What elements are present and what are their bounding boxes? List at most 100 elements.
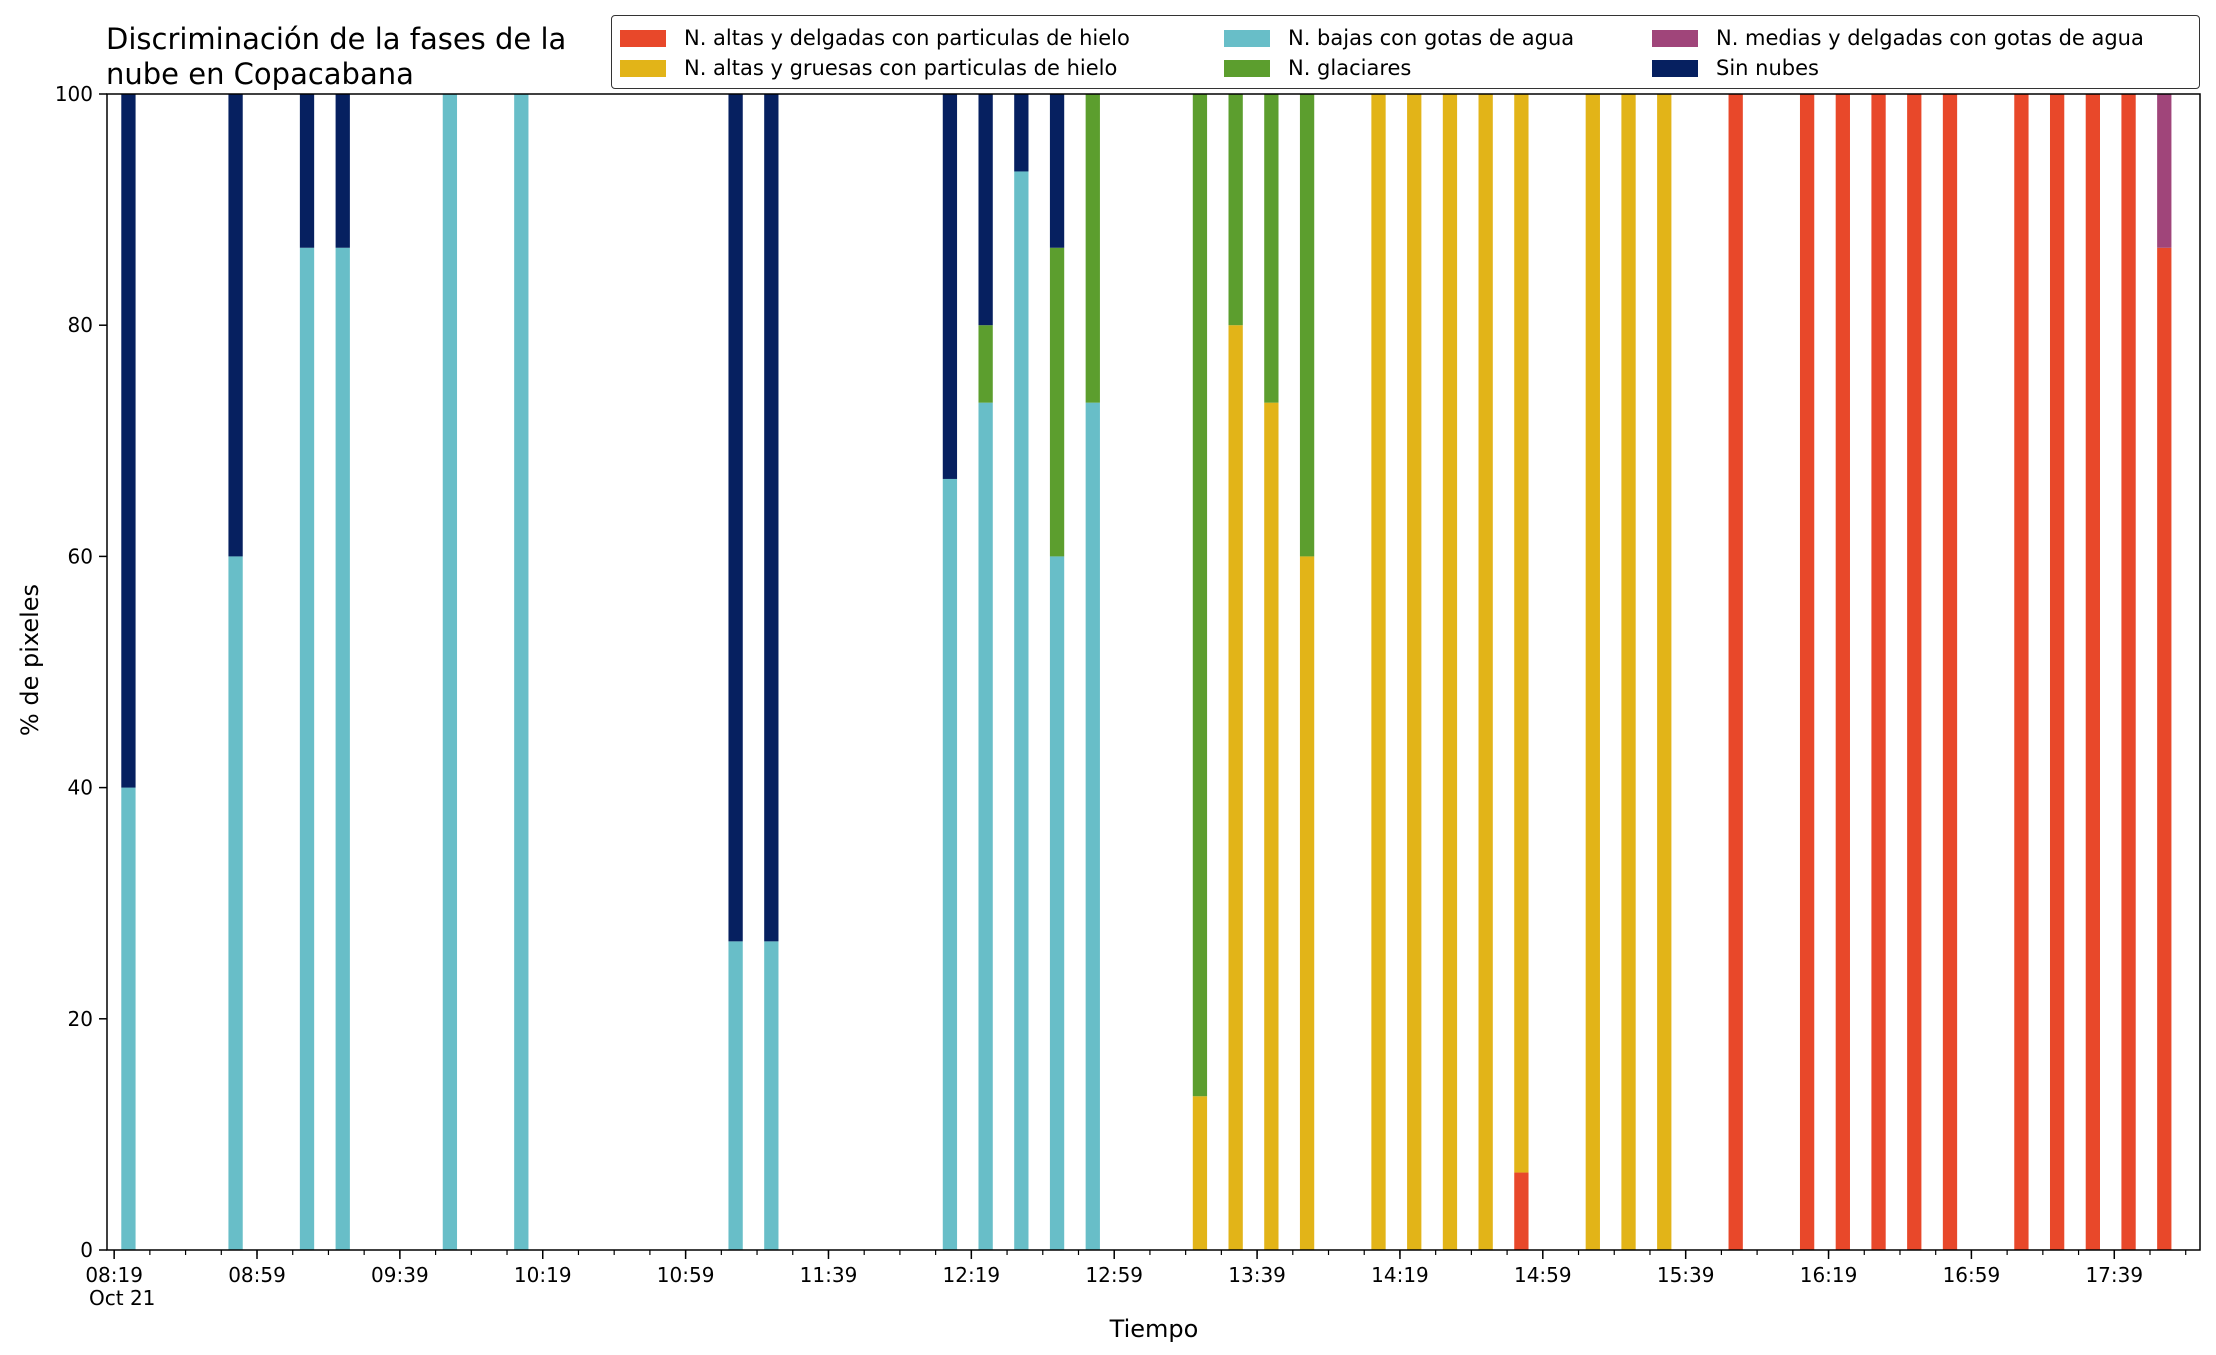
legend-label: N. altas y gruesas con particulas de hie… bbox=[684, 56, 1118, 80]
legend-label: Sin nubes bbox=[1716, 56, 1819, 80]
x-tick-label: 11:39 bbox=[800, 1263, 858, 1287]
bar-n-bajas-con-gotas-de-agua-1243 bbox=[1049, 556, 1065, 1250]
bar-n-altas-y-delgadas-con-particulas-de-hielo-1653 bbox=[1942, 94, 1958, 1250]
bar-n-bajas-con-gotas-de-agua-1113 bbox=[728, 941, 743, 1250]
bar-n-bajas-con-gotas-de-agua-1013 bbox=[514, 94, 529, 1250]
x-tick-label: 10:59 bbox=[657, 1263, 715, 1287]
bar-n-altas-y-gruesas-con-particulas-de-hielo-1513 bbox=[1585, 94, 1600, 1250]
legend-swatch bbox=[620, 59, 666, 77]
legend-item-n-bajas-con-gotas-de-agua: N. bajas con gotas de agua bbox=[1224, 23, 1574, 53]
legend-label: N. glaciares bbox=[1288, 56, 1412, 80]
legend-label: N. medias y delgadas con gotas de agua bbox=[1716, 26, 2144, 50]
bar-n-altas-y-delgadas-con-particulas-de-hielo-1553 bbox=[1728, 94, 1743, 1250]
x-tick-label: 08:19 bbox=[85, 1263, 143, 1287]
bar-n-bajas-con-gotas-de-agua-1123 bbox=[764, 941, 779, 1250]
bar-sin-nubes-0823 bbox=[121, 94, 136, 788]
bar-n-glaciares-1223 bbox=[978, 325, 993, 403]
y-tick-label: 100 bbox=[55, 82, 93, 106]
x-tick-label: 08:59 bbox=[228, 1263, 286, 1287]
y-tick-label: 40 bbox=[68, 776, 93, 800]
x-tick-label: 09:39 bbox=[371, 1263, 429, 1287]
bar-n-glaciares-1323 bbox=[1192, 94, 1208, 1097]
bar-sin-nubes-0853 bbox=[228, 94, 243, 557]
bar-n-altas-y-delgadas-con-particulas-de-hielo-1643 bbox=[1907, 94, 1922, 1250]
x-tick-label: 12:19 bbox=[943, 1263, 1001, 1287]
bar-n-glaciares-1343 bbox=[1264, 94, 1279, 403]
x-tick-label: 14:19 bbox=[1371, 1263, 1429, 1287]
bar-n-medias-y-delgadas-con-gotas-de-agua-1753 bbox=[2157, 94, 2172, 248]
bar-sin-nubes-1243 bbox=[1049, 94, 1065, 248]
x-axis-date-label: Oct 21 bbox=[89, 1286, 156, 1310]
legend-item-n-medias-y-delgadas-con-gotas-de-agua: N. medias y delgadas con gotas de agua bbox=[1652, 23, 2144, 53]
legend-swatch bbox=[1224, 59, 1270, 77]
bar-n-altas-y-delgadas-con-particulas-de-hielo-1633 bbox=[1871, 94, 1886, 1250]
y-tick-label: 20 bbox=[68, 1007, 93, 1031]
bar-n-altas-y-gruesas-con-particulas-de-hielo-1433 bbox=[1442, 94, 1458, 1250]
bar-n-altas-y-gruesas-con-particulas-de-hielo-1423 bbox=[1407, 94, 1422, 1250]
x-tick-label: 16:19 bbox=[1800, 1263, 1858, 1287]
bar-n-altas-y-delgadas-con-particulas-de-hielo-1753 bbox=[2157, 247, 2172, 1250]
legend-item-n-altas-y-delgadas-con-particulas-de-hielo: N. altas y delgadas con particulas de hi… bbox=[620, 23, 1130, 53]
bar-n-bajas-con-gotas-de-agua-0923 bbox=[335, 247, 350, 1250]
x-tick-label: 17:39 bbox=[2085, 1263, 2143, 1287]
bar-sin-nubes-0923 bbox=[335, 94, 350, 248]
y-tick-label: 60 bbox=[68, 544, 93, 568]
bar-n-altas-y-gruesas-con-particulas-de-hielo-1443 bbox=[1478, 94, 1493, 1250]
axes-frame bbox=[106, 93, 2201, 1251]
legend-item-sin-nubes: Sin nubes bbox=[1652, 53, 1819, 83]
bar-n-glaciares-1243 bbox=[1049, 247, 1065, 557]
bar-n-altas-y-delgadas-con-particulas-de-hielo-1613 bbox=[1799, 94, 1815, 1250]
bar-sin-nubes-1223 bbox=[978, 94, 993, 326]
bar-n-bajas-con-gotas-de-agua-1213 bbox=[942, 478, 958, 1250]
y-tick-label: 0 bbox=[80, 1238, 93, 1262]
bar-sin-nubes-0913 bbox=[299, 94, 315, 248]
bar-n-bajas-con-gotas-de-agua-1253 bbox=[1085, 402, 1100, 1250]
x-tick-label: 12:59 bbox=[1085, 1263, 1143, 1287]
bar-n-bajas-con-gotas-de-agua-0913 bbox=[299, 247, 315, 1250]
chart-title: Discriminación de la fases de la nube en… bbox=[106, 22, 567, 91]
x-tick-label: 14:59 bbox=[1514, 1263, 1572, 1287]
x-tick-label: 10:19 bbox=[514, 1263, 572, 1287]
bar-n-altas-y-delgadas-con-particulas-de-hielo-1623 bbox=[1835, 94, 1850, 1250]
legend-label: N. bajas con gotas de agua bbox=[1288, 26, 1575, 50]
x-axis-label: Tiempo bbox=[1109, 1315, 1199, 1343]
y-axis-label: % de pixeles bbox=[16, 583, 44, 737]
legend-item-n-altas-y-gruesas-con-particulas-de-hielo: N. altas y gruesas con particulas de hie… bbox=[620, 53, 1117, 83]
bar-n-altas-y-gruesas-con-particulas-de-hielo-1343 bbox=[1264, 402, 1279, 1250]
bar-n-bajas-con-gotas-de-agua-1223 bbox=[978, 402, 993, 1250]
x-tick-label: 16:59 bbox=[1943, 1263, 2001, 1287]
bar-n-altas-y-gruesas-con-particulas-de-hielo-1453 bbox=[1514, 94, 1529, 1173]
bar-n-altas-y-gruesas-con-particulas-de-hielo-1353 bbox=[1299, 556, 1315, 1250]
legend-label: N. altas y delgadas con particulas de hi… bbox=[684, 26, 1130, 50]
bar-n-bajas-con-gotas-de-agua-0853 bbox=[228, 556, 243, 1250]
legend-swatch bbox=[1652, 29, 1698, 47]
bar-n-altas-y-gruesas-con-particulas-de-hielo-1323 bbox=[1192, 1096, 1208, 1250]
bar-sin-nubes-1123 bbox=[764, 94, 779, 942]
bar-n-altas-y-delgadas-con-particulas-de-hielo-1723 bbox=[2049, 94, 2065, 1250]
bar-n-bajas-con-gotas-de-agua-0823 bbox=[121, 787, 136, 1250]
bar-n-glaciares-1333 bbox=[1228, 94, 1243, 326]
bar-n-altas-y-delgadas-con-particulas-de-hielo-1453 bbox=[1514, 1172, 1529, 1250]
bar-n-altas-y-gruesas-con-particulas-de-hielo-1533 bbox=[1657, 94, 1672, 1250]
legend-swatch bbox=[1652, 59, 1698, 77]
bar-n-bajas-con-gotas-de-agua-1233 bbox=[1014, 171, 1029, 1251]
y-tick-label: 80 bbox=[68, 313, 93, 337]
bar-n-altas-y-gruesas-con-particulas-de-hielo-1413 bbox=[1371, 94, 1386, 1250]
x-tick-label: 15:39 bbox=[1657, 1263, 1715, 1287]
bar-n-glaciares-1253 bbox=[1085, 94, 1100, 403]
bar-sin-nubes-1213 bbox=[942, 94, 958, 479]
bars-layer bbox=[121, 94, 2172, 1251]
legend-swatch bbox=[620, 29, 666, 47]
bar-n-altas-y-gruesas-con-particulas-de-hielo-1523 bbox=[1621, 94, 1636, 1250]
ticks-layer: 0 20 40 60 80 100 08:19 08:59 09:39 10:19 10:59 11:… bbox=[55, 82, 2187, 1287]
bar-n-glaciares-1353 bbox=[1299, 94, 1315, 557]
legend-item-n-glaciares: N. glaciares bbox=[1224, 53, 1411, 83]
bar-n-altas-y-delgadas-con-particulas-de-hielo-1733 bbox=[2085, 94, 2100, 1250]
bar-n-altas-y-delgadas-con-particulas-de-hielo-1743 bbox=[2121, 94, 2136, 1250]
bar-n-bajas-con-gotas-de-agua-0953 bbox=[442, 94, 458, 1250]
bar-sin-nubes-1233 bbox=[1014, 94, 1029, 172]
x-tick-label: 13:39 bbox=[1228, 1263, 1286, 1287]
bar-n-altas-y-gruesas-con-particulas-de-hielo-1333 bbox=[1228, 325, 1243, 1250]
